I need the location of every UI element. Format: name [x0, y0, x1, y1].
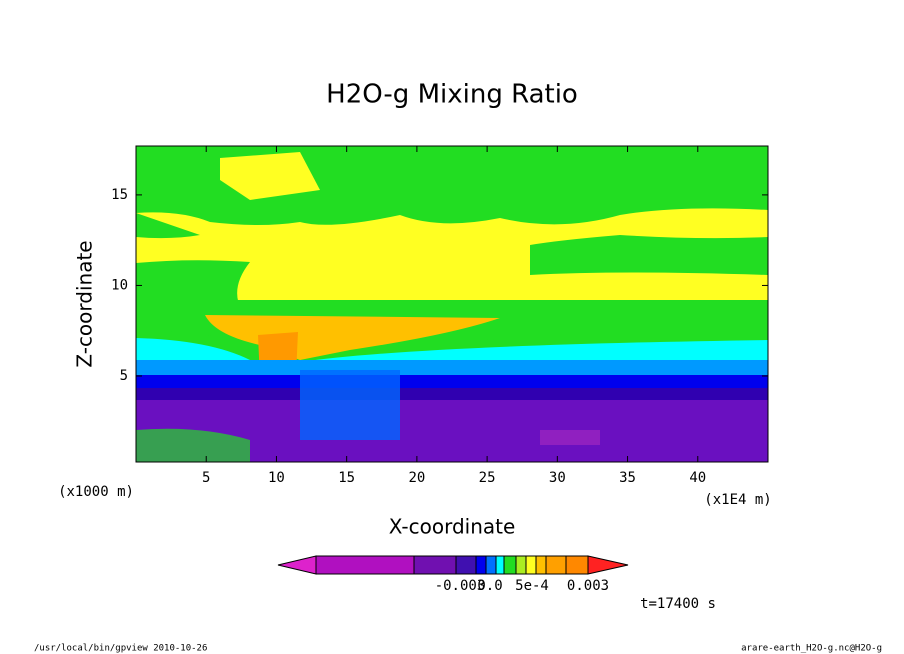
x-tick-label: 20	[408, 470, 425, 486]
y-tick-label: 5	[120, 368, 128, 384]
x-tick-label: 10	[268, 470, 285, 486]
x-tick-label: 25	[479, 470, 496, 486]
x-tick-label: 30	[549, 470, 566, 486]
y-axis-label: Z-coordinate	[73, 240, 97, 367]
contour-field	[136, 146, 768, 462]
x-unit: (x1E4 m)	[704, 492, 771, 508]
colorbar-label: 5e-4	[515, 578, 549, 594]
plot-frame	[135, 145, 769, 463]
x-axis-label: X-coordinate	[389, 515, 516, 539]
time-label: t=17400 s	[640, 596, 716, 612]
x-tick-label: 40	[689, 470, 706, 486]
colorbar	[277, 555, 629, 575]
x-tick-label: 5	[202, 470, 210, 486]
colorbar-label: -0.003	[435, 578, 486, 594]
chart-title: H2O-g Mixing Ratio	[326, 80, 578, 110]
y-tick-label: 10	[111, 277, 128, 293]
footer-left: /usr/local/bin/gpview 2010-10-26	[34, 644, 207, 654]
footer-right: arare-earth_H2O-g.nc@H2O-g	[741, 644, 882, 654]
x-tick-label: 35	[619, 470, 636, 486]
y-tick-label: 15	[111, 187, 128, 203]
colorbar-label: 0.0	[477, 578, 502, 594]
colorbar-label: 0.003	[567, 578, 609, 594]
y-unit: (x1000 m)	[58, 484, 134, 500]
x-tick-label: 15	[338, 470, 355, 486]
